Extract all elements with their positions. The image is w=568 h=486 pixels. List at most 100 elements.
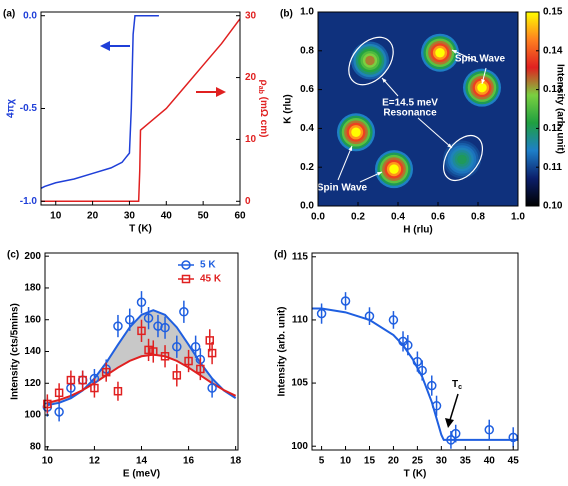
data-point — [508, 432, 518, 443]
y2-tick-label: 0 — [245, 196, 251, 207]
x-tick-label: 60 — [234, 211, 246, 222]
x-axis-label: T (K) — [129, 224, 152, 235]
data-point — [124, 314, 135, 325]
x-tick-label: 30 — [436, 456, 448, 467]
data-point — [207, 348, 217, 358]
data-point — [431, 401, 442, 411]
panel-label: (d) — [274, 250, 287, 261]
x-axis-label: T (K) — [404, 469, 427, 480]
colorbar-tick-label: 0.10 — [543, 201, 563, 212]
y-tick-label: 200 — [24, 251, 41, 262]
intensity-spot — [443, 140, 481, 179]
heatmap-background — [318, 12, 518, 206]
x-tick-label: 40 — [484, 456, 496, 467]
y-tick-label: -1.0 — [20, 196, 38, 207]
x-tick-label: 45 — [508, 456, 520, 467]
intensity-spot — [351, 41, 389, 80]
y-tick-label: 115 — [292, 251, 309, 262]
data-point — [43, 399, 52, 409]
legend-marker — [181, 260, 191, 270]
data-point — [113, 321, 123, 331]
annotation: Resonance — [383, 108, 437, 119]
colorbar-tick-label: 0.12 — [543, 123, 563, 134]
x-axis-label: H (rlu) — [403, 225, 432, 236]
x-tick-label: 20 — [388, 456, 400, 467]
data-point — [403, 340, 413, 350]
data-point — [160, 352, 170, 361]
data-point — [149, 347, 158, 356]
arrow-head — [481, 79, 486, 84]
y-tick-label: 120 — [24, 378, 41, 389]
data-point — [54, 407, 64, 417]
y2-tick-label: 20 — [245, 72, 257, 83]
arrow — [417, 117, 453, 149]
legend-label: 5 K — [200, 260, 216, 271]
data-point — [144, 345, 153, 355]
x-tick-label: 0.4 — [391, 212, 405, 223]
data-point — [54, 388, 64, 398]
x-tick-label: 0.2 — [351, 212, 365, 223]
data-point — [90, 383, 99, 393]
x-axis-label: E (meV) — [123, 469, 160, 480]
x-tick-label: 50 — [198, 211, 210, 222]
plot-frame — [317, 11, 519, 207]
data-point — [78, 375, 87, 385]
data-point — [66, 375, 76, 385]
arrow-head — [216, 87, 226, 97]
y-tick-label: 0.6 — [300, 84, 314, 95]
y-axis-label: K (rlu) — [283, 94, 294, 123]
data-point — [160, 322, 170, 333]
arrow-head — [100, 41, 110, 51]
annotation-part: c — [458, 384, 462, 391]
data-point — [172, 341, 182, 352]
y-tick-label: 140 — [24, 346, 41, 357]
y-axis-label: Intensity (arb. unit) — [277, 307, 288, 397]
highlight-ellipse — [442, 134, 484, 182]
data-point — [184, 356, 193, 366]
x-tick-label: 10 — [42, 456, 54, 467]
y2-tick-label: 30 — [245, 10, 257, 21]
y-tick-label: 0.4 — [300, 123, 314, 134]
intensity-spot — [337, 113, 375, 152]
y2-axis-label: ρab (mΩ cm) — [257, 80, 270, 138]
y-tick-label: 0.2 — [300, 162, 314, 173]
arrow-head — [447, 143, 452, 148]
x-tick-label: 10 — [340, 456, 352, 467]
data-point — [388, 315, 399, 325]
data-line — [41, 18, 241, 203]
y-axis-label: 4πχ — [6, 99, 17, 118]
panel-label: (a) — [3, 9, 15, 20]
y-tick-label: 1.0 — [300, 7, 314, 18]
y-tick-label: 0.0 — [300, 201, 314, 212]
plot-frame — [311, 252, 519, 451]
x-tick-label: 20 — [87, 211, 99, 222]
data-point — [101, 367, 111, 377]
data-point — [316, 308, 327, 319]
y-tick-label: 0.0 — [23, 10, 37, 21]
colorbar — [525, 11, 540, 207]
intensity-spot — [463, 68, 501, 107]
data-point — [172, 371, 182, 380]
colorbar-tick-label: 0.11 — [543, 162, 562, 173]
x-tick-label: 40 — [161, 211, 173, 222]
x-tick-label: 25 — [412, 456, 424, 467]
y2-axis-label-part: (mΩ cm) — [258, 94, 269, 138]
arrow — [451, 49, 479, 63]
arrow-head — [348, 146, 353, 151]
y2-axis-label-part: ρ — [258, 80, 269, 86]
x-tick-label: 14 — [136, 456, 148, 467]
data-point — [207, 383, 217, 393]
legend: 5 K 45 K — [178, 260, 222, 285]
arrow-head — [452, 50, 457, 54]
data-point — [340, 296, 351, 306]
spot-ring — [351, 127, 361, 138]
highlight-ellipse — [348, 36, 394, 86]
y-tick-label: 80 — [30, 441, 42, 452]
x-tick-label: 12 — [89, 456, 101, 467]
spot-ring — [457, 154, 467, 165]
x-tick-label: 15 — [364, 456, 376, 467]
data-point — [196, 364, 205, 374]
arrow-head — [445, 418, 454, 428]
data-point — [190, 341, 201, 352]
colorbar-tick-label: 0.14 — [543, 45, 563, 56]
